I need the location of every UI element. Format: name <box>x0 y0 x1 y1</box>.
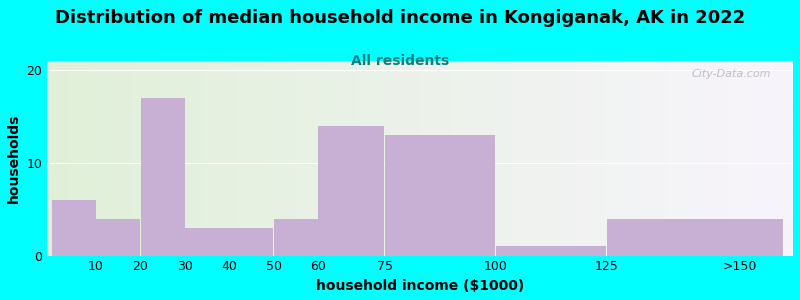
Bar <box>385 135 495 256</box>
Bar <box>607 219 783 256</box>
Bar <box>141 98 185 256</box>
Bar <box>96 219 140 256</box>
Bar <box>185 228 229 256</box>
X-axis label: household income ($1000): household income ($1000) <box>316 279 524 293</box>
Text: City-Data.com: City-Data.com <box>691 69 770 79</box>
Bar <box>52 200 96 256</box>
Bar <box>274 219 318 256</box>
Bar <box>496 246 606 256</box>
Text: All residents: All residents <box>351 54 449 68</box>
Y-axis label: households: households <box>7 114 21 203</box>
Bar <box>230 228 274 256</box>
Bar <box>318 126 384 256</box>
Text: Distribution of median household income in Kongiganak, AK in 2022: Distribution of median household income … <box>55 9 745 27</box>
